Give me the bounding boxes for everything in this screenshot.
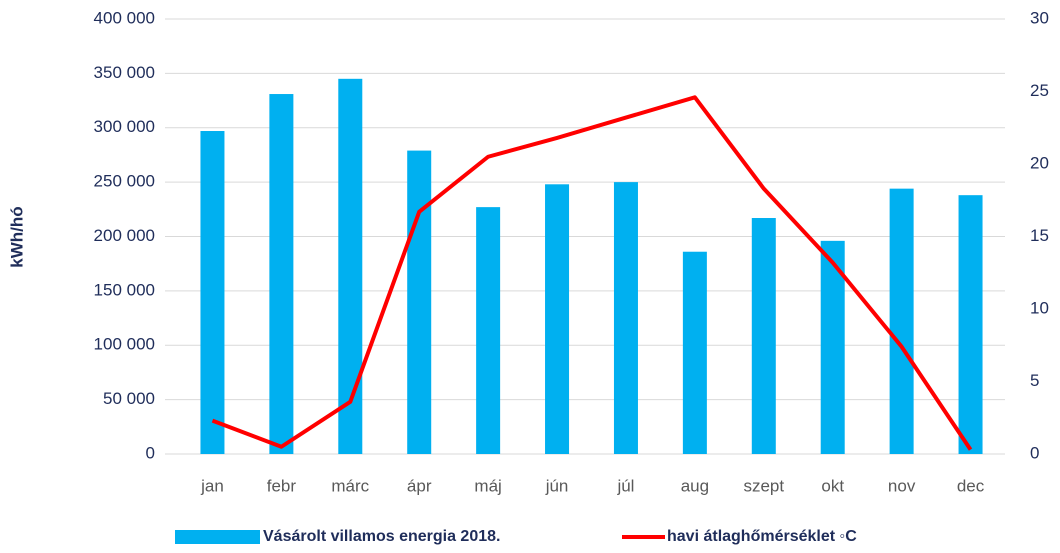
y-tick-label: 350 000 — [94, 63, 155, 82]
y-tick-label: 250 000 — [94, 172, 155, 191]
bar — [476, 207, 501, 454]
y2-tick-label: 5 — [1030, 371, 1039, 390]
x-tick-label: aug — [681, 476, 709, 495]
x-tick-label: jan — [200, 476, 224, 495]
y2-tick-label: 20 — [1030, 153, 1049, 172]
x-tick-label: febr — [267, 476, 297, 495]
x-tick-label: okt — [821, 476, 844, 495]
legend-label: Vásárolt villamos energia 2018. — [263, 528, 500, 545]
x-tick-label: máj — [474, 476, 501, 495]
bar — [407, 150, 432, 454]
bar — [820, 240, 845, 454]
y-tick-label: 150 000 — [94, 280, 155, 299]
bar — [200, 131, 225, 454]
line — [211, 95, 973, 451]
x-tick-label: dec — [957, 476, 985, 495]
x-tick-label: szept — [743, 476, 784, 495]
x-tick-label: ápr — [407, 476, 432, 495]
y2-tick-label: 10 — [1030, 298, 1049, 317]
y-tick-label: 0 — [146, 443, 155, 462]
bar — [613, 182, 638, 454]
y-tick-label: 200 000 — [94, 226, 155, 245]
y2-tick-label: 30 — [1030, 8, 1049, 27]
y-tick-label: 300 000 — [94, 117, 155, 136]
x-tick-label: nov — [888, 476, 916, 495]
y2-tick-label: 0 — [1030, 443, 1039, 462]
bar — [958, 195, 983, 455]
y-axis-label: kWh/hó — [7, 206, 26, 267]
y2-tick-label: 25 — [1030, 81, 1049, 100]
y2-tick-label: 15 — [1030, 226, 1049, 245]
bar — [545, 184, 570, 455]
bar — [338, 78, 363, 454]
legend-swatch — [175, 530, 260, 544]
bar — [751, 218, 776, 454]
bar — [682, 251, 707, 454]
x-tick-label: jún — [545, 476, 569, 495]
x-tick-label: márc — [331, 476, 369, 495]
y-tick-label: 400 000 — [94, 8, 155, 27]
bar — [269, 94, 294, 454]
x-tick-label: júl — [616, 476, 634, 495]
y-tick-label: 50 000 — [103, 389, 155, 408]
legend-label: havi átlaghőmérséklet ◦C — [667, 528, 857, 545]
bar — [889, 188, 914, 454]
y-tick-label: 100 000 — [94, 335, 155, 354]
